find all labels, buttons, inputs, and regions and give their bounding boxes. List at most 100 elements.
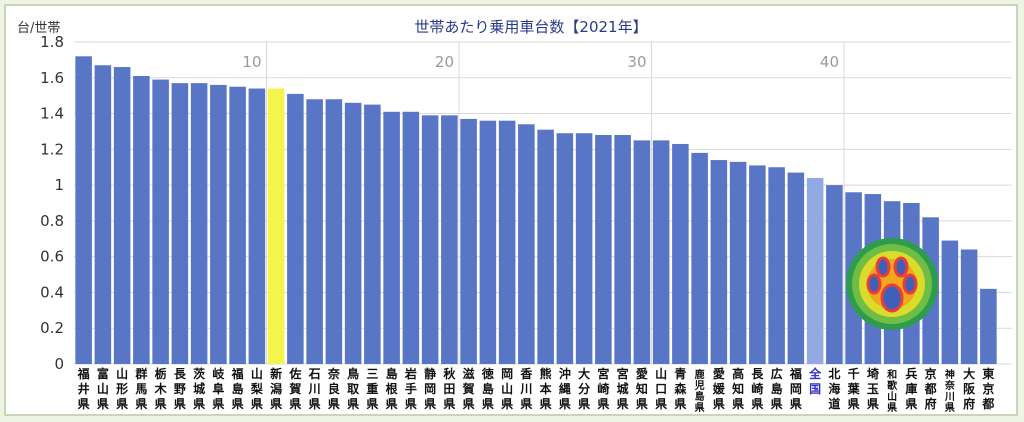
category-label: 福井県 [77,366,90,411]
bar [595,135,612,364]
bar [518,124,535,365]
category-label: 京都府 [924,366,937,411]
category-label: 新潟県 [270,366,282,411]
category-label: 福岡県 [789,366,802,411]
bar [190,83,208,365]
category-label: 沖縄県 [559,366,571,411]
bar [960,249,978,364]
category-label: 埼玉県 [867,366,879,411]
bar [806,177,824,364]
category-label: 静岡県 [424,366,436,411]
chart-frame: 10 20 30 40 0 0.2 0.4 0.6 0.8 1 1.2 1.4 1.6 1.8 福井県富… [4,4,1018,416]
rank-label: 30 [627,53,646,71]
category-label: 石川県 [308,367,321,411]
rank-label: 20 [435,53,454,71]
category-label: 熊本県 [540,366,552,411]
category-label: 三重県 [366,367,378,411]
paw-logo [846,238,938,330]
category-label: 鹿児島県 [694,368,705,414]
category-label: 福島県 [231,366,244,411]
category-label: 島根県 [386,366,398,411]
category-labels: 福井県富山県山形県群馬県栃木県長野県茨城県岐阜県福島県山梨県新潟県佐賀県石川県奈… [77,366,995,414]
bar [441,115,458,364]
category-label: 茨城県 [193,366,205,411]
bar [460,118,477,364]
y-axis-label: 台/世帯 [17,21,60,36]
bar [729,161,747,364]
category-label: 高知県 [731,366,744,411]
category-label: 大分県 [578,366,590,411]
bar [826,185,843,364]
bar [248,88,266,364]
bar [133,75,150,364]
bar [113,67,131,365]
category-label: 青森県 [674,366,687,411]
bar [980,288,997,364]
category-label: 秋田県 [443,366,456,411]
category-label: 長野県 [174,366,187,411]
category-label: 鳥取県 [347,366,359,411]
category-label: 宮崎県 [597,366,609,411]
y-tick-label: 1.6 [40,69,64,87]
category-label: 岡山県 [501,367,513,411]
bar [402,111,420,365]
bar [383,111,400,365]
bar [171,83,189,365]
category-label: 長崎県 [751,366,764,411]
bar [75,56,92,365]
category-label: 千葉県 [847,366,861,411]
category-label: 山口県 [655,366,667,411]
paw-icon [866,256,918,313]
y-tick-label: 1.4 [40,105,64,123]
category-label: 栃木県 [154,366,168,411]
category-label: 和歌山県 [886,368,898,414]
bar [537,129,554,364]
category-label: 奈良県 [327,366,341,411]
category-label: 愛媛県 [712,366,726,411]
bar [768,167,785,364]
category-label: 岩手県 [404,366,417,411]
y-tick-label: 0.8 [40,212,64,230]
category-label: 北海道 [828,366,840,411]
y-tick-label: 1.2 [40,140,64,158]
bar [306,99,323,364]
category-label: 愛知県 [635,366,648,411]
bars [75,56,997,365]
category-label: 滋賀県 [462,366,475,411]
bar [210,84,227,364]
rank-markers: 10 20 30 40 [242,42,845,364]
category-label: 兵庫県 [905,366,917,411]
bar-chart: 10 20 30 40 0 0.2 0.4 0.6 0.8 1 1.2 1.4 1.6 1.8 福井県富… [17,18,1012,414]
y-tick-label: 0.4 [40,283,64,301]
category-label: 群馬県 [134,366,147,411]
category-label: 山形県 [116,366,128,411]
category-label: 神奈川県 [944,368,956,414]
category-label: 山梨県 [250,366,263,411]
category-label: 徳島県 [481,366,494,411]
bar [421,115,439,364]
y-tick-label: 0 [54,355,64,373]
bar [672,143,689,364]
bar [325,99,343,364]
bar [633,140,651,364]
category-label: 全国 [808,366,822,396]
bar [749,165,766,364]
y-axis-ticks: 0 0.2 0.4 0.6 0.8 1 1.2 1.4 1.6 1.8 [40,33,64,373]
category-label: 富山県 [97,366,109,411]
category-label: 広島県 [771,366,783,411]
bar [614,135,631,364]
bar [152,79,169,365]
bar [287,93,304,364]
bar [556,133,574,364]
bar [364,104,381,364]
bar [710,160,728,364]
bar [229,86,246,364]
rank-label: 10 [242,53,261,71]
category-label: 岐阜県 [212,366,225,411]
category-label: 佐賀県 [288,366,301,411]
bar [498,120,516,364]
y-tick-label: 0.6 [40,248,64,266]
category-label: 東京都 [981,366,994,411]
rank-label: 40 [820,53,839,71]
bar [94,65,112,364]
